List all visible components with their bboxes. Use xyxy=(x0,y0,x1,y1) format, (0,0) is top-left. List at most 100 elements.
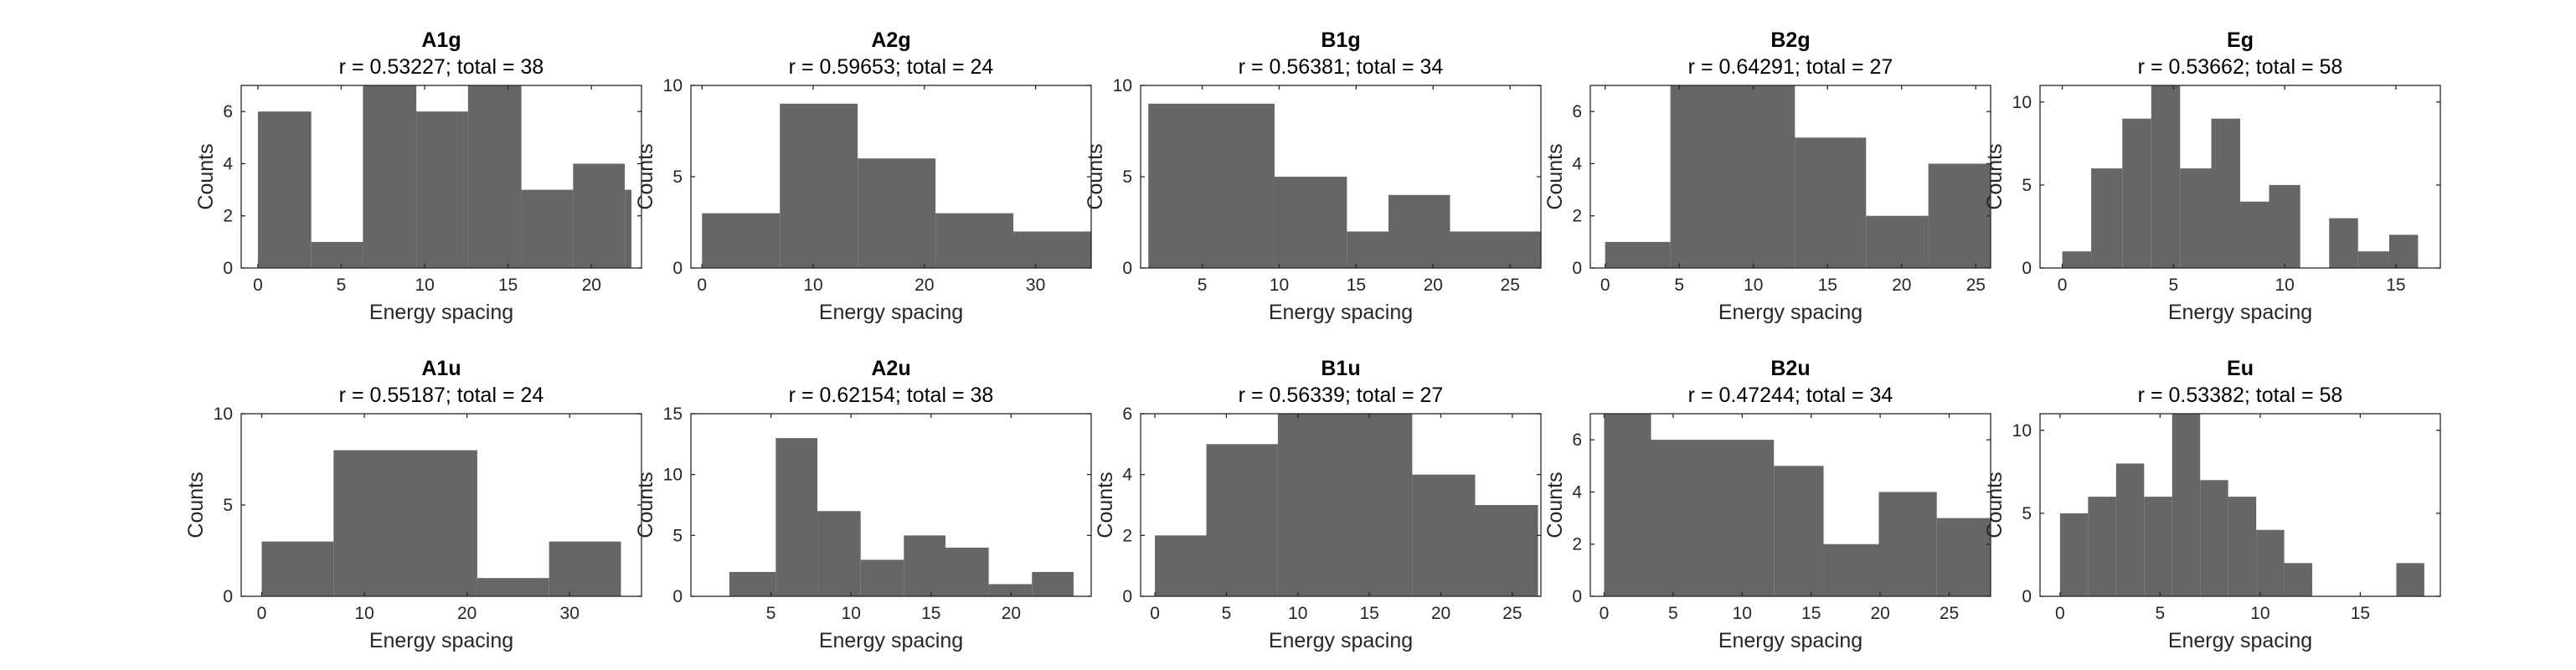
histogram-bar xyxy=(2122,118,2151,268)
y-axis-label: Counts xyxy=(1983,472,2007,538)
y-axis-label: Counts xyxy=(1983,143,2007,209)
x-tick-label: 20 xyxy=(582,276,601,295)
x-tick-label: 0 xyxy=(1600,604,1610,623)
histogram-bar xyxy=(1774,466,1824,596)
axes-box xyxy=(2039,413,2441,597)
x-tick-label: 15 xyxy=(1359,604,1378,623)
histogram-bar xyxy=(2329,218,2358,268)
x-tick-label: 10 xyxy=(354,604,374,623)
y-tick-label: 5 xyxy=(2022,176,2032,195)
histogram-bar xyxy=(1795,137,1867,268)
x-tick-label: 20 xyxy=(457,604,477,623)
subplot-title: B2u xyxy=(1770,357,1810,380)
x-tick-label: 20 xyxy=(914,276,934,295)
histogram-bar xyxy=(1823,544,1879,596)
x-tick-label: 10 xyxy=(1733,604,1752,623)
histogram-bar xyxy=(1670,85,1795,268)
histogram-bar xyxy=(1928,163,1991,268)
axes-box xyxy=(1140,413,1542,597)
y-tick-label: 2 xyxy=(1572,207,1582,226)
y-tick-label: 6 xyxy=(1572,430,1582,450)
histogram-bar xyxy=(775,438,818,596)
subplot-title: Eg xyxy=(2227,28,2254,52)
y-tick-label: 0 xyxy=(1122,259,1132,278)
y-tick-label: 10 xyxy=(2012,421,2032,441)
histogram-bar xyxy=(780,103,858,268)
histogram-bar xyxy=(2357,251,2389,268)
x-tick-label: 15 xyxy=(2386,276,2405,295)
x-tick-label: 10 xyxy=(1288,604,1307,623)
y-tick-label: 0 xyxy=(223,259,233,278)
y-axis-label: Counts xyxy=(634,143,657,209)
subplot-a1g: 0 5 10 15 20 0 2 4 6 A1g r = 0.53227; total = 38 En… xyxy=(194,28,642,324)
x-tick-label: 0 xyxy=(697,276,707,295)
histogram-bar xyxy=(333,450,477,596)
x-tick-label: 15 xyxy=(1347,276,1366,295)
subplot-title: B1u xyxy=(1321,357,1360,380)
y-tick-label: 10 xyxy=(663,466,683,485)
y-tick-label: 15 xyxy=(663,405,683,424)
subplot-subtitle: r = 0.62154; total = 38 xyxy=(789,384,994,407)
histogram-bar xyxy=(2396,563,2424,596)
histogram-bar xyxy=(2211,118,2240,268)
histogram-bar xyxy=(988,584,1033,596)
histogram-bar xyxy=(416,111,468,268)
x-axis-label: Energy spacing xyxy=(1718,301,1862,324)
histogram-bar xyxy=(2144,497,2172,596)
x-tick-label: 5 xyxy=(1198,276,1208,295)
y-tick-label: 4 xyxy=(1122,466,1132,485)
y-tick-label: 6 xyxy=(1572,102,1582,121)
histogram-bar xyxy=(2240,201,2269,268)
y-tick-label: 10 xyxy=(214,405,233,424)
histogram-bar xyxy=(467,85,522,268)
subplot-a1u: 0 10 20 30 0 5 10 A1u r = 0.55187; total = 24 Ene… xyxy=(184,357,642,652)
subplot-subtitle: r = 0.53662; total = 58 xyxy=(2138,55,2343,79)
x-tick-label: 5 xyxy=(1222,604,1232,623)
x-tick-label: 10 xyxy=(2250,604,2269,623)
histogram-bar xyxy=(1032,571,1074,596)
histogram-bar xyxy=(1878,492,1937,596)
histogram-bar xyxy=(2200,480,2228,596)
x-axis-label: Energy spacing xyxy=(1269,629,1413,652)
x-tick-label: 10 xyxy=(1744,276,1763,295)
x-tick-label: 20 xyxy=(1892,276,1911,295)
y-tick-label: 0 xyxy=(1572,259,1582,278)
x-axis-label: Energy spacing xyxy=(819,629,963,652)
histogram-bar xyxy=(860,559,904,596)
axes-box xyxy=(1589,85,1991,269)
x-axis-label: Energy spacing xyxy=(1269,301,1413,324)
y-axis-label: Counts xyxy=(1084,143,1107,209)
y-axis-label: Counts xyxy=(1543,143,1567,209)
subplot-title: A2u xyxy=(871,357,910,380)
y-tick-label: 5 xyxy=(2022,504,2032,523)
axes-box xyxy=(240,85,642,269)
histogram-bar xyxy=(1604,414,1651,596)
x-tick-label: 25 xyxy=(1502,604,1522,623)
x-tick-label: 0 xyxy=(253,276,263,295)
histogram-bar xyxy=(935,213,1014,268)
histogram-bar xyxy=(1651,440,1775,596)
histogram-bar xyxy=(261,541,334,596)
histogram-bar xyxy=(1866,215,1929,268)
y-tick-label: 10 xyxy=(2012,93,2032,112)
y-tick-label: 10 xyxy=(663,76,683,95)
x-tick-label: 25 xyxy=(1501,276,1520,295)
subplot-b2g: 0 5 10 15 20 25 0 2 4 6 B2g r = 0.64291; total = 27… xyxy=(1543,28,1991,324)
x-tick-label: 10 xyxy=(2275,276,2294,295)
x-tick-label: 15 xyxy=(921,604,940,623)
x-tick-label: 25 xyxy=(1940,604,1959,623)
subplot-subtitle: r = 0.64291; total = 27 xyxy=(1688,55,1893,79)
histogram-bar xyxy=(1475,505,1538,596)
y-tick-label: 4 xyxy=(1572,154,1582,173)
histogram-bar xyxy=(2228,497,2257,596)
histogram-bar xyxy=(1936,518,1991,596)
histogram-bar xyxy=(2115,463,2145,596)
subplot-b1u: 0 5 10 15 20 25 0 2 4 6 B1u r = 0.56339; total = 27… xyxy=(1094,357,1542,652)
y-tick-label: 0 xyxy=(2022,587,2032,606)
subplot-b1g: 5 10 15 20 25 0 5 10 B1g r = 0.56381; total = 34 E… xyxy=(1084,28,1542,324)
y-tick-label: 0 xyxy=(672,259,683,278)
histogram-bar xyxy=(2388,234,2419,268)
subplot-subtitle: r = 0.47244; total = 34 xyxy=(1688,384,1893,407)
histogram-bar xyxy=(257,111,312,268)
